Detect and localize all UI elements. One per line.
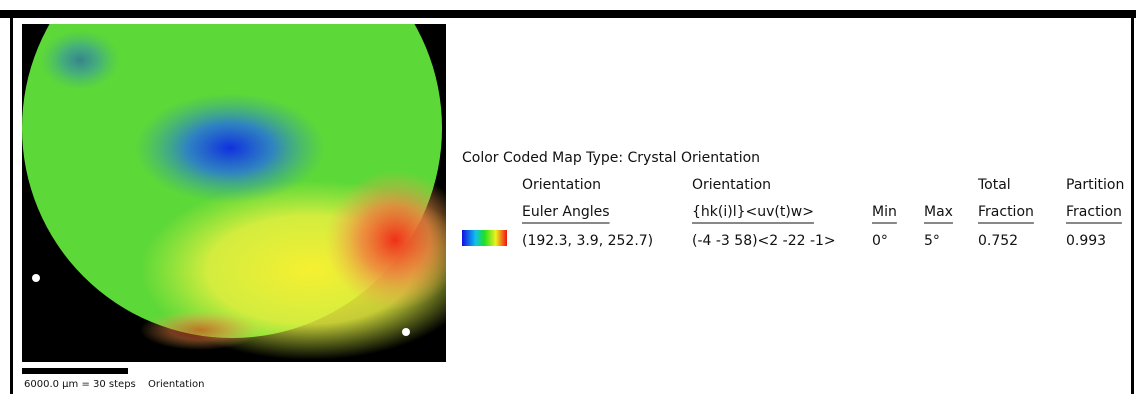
cell: (192.3, 3.9, 252.7) xyxy=(522,233,653,249)
scale-label: 6000.0 µm = 30 steps xyxy=(24,379,136,390)
scale-bar xyxy=(22,368,128,374)
column-header: Fraction xyxy=(978,204,1034,220)
column-header: Fraction xyxy=(1066,204,1122,220)
orientation-map xyxy=(22,24,446,362)
column-header: Max xyxy=(924,204,953,220)
column-header: Orientation xyxy=(522,177,601,193)
map-label: Orientation xyxy=(148,379,204,390)
cell: (-4 -3 58)<2 -22 -1> xyxy=(692,233,836,249)
color-key xyxy=(462,230,507,246)
column-header: Orientation xyxy=(692,177,771,193)
legend-title: Color Coded Map Type: Crystal Orientatio… xyxy=(462,150,760,166)
frame-left xyxy=(10,10,13,394)
column-header: Euler Angles xyxy=(522,204,610,220)
column-header: Partition xyxy=(1066,177,1124,193)
frame-top xyxy=(0,10,1136,18)
column-header: Total xyxy=(977,177,1011,193)
cell: 5° xyxy=(924,233,940,249)
cell: 0.993 xyxy=(1066,233,1106,249)
column-header: {hk(i)l}<uv(t)w> xyxy=(692,204,814,220)
cell: 0° xyxy=(872,233,888,249)
column-header: Min xyxy=(872,204,897,220)
frame-right xyxy=(1131,10,1134,394)
cell: 0.752 xyxy=(978,233,1018,249)
